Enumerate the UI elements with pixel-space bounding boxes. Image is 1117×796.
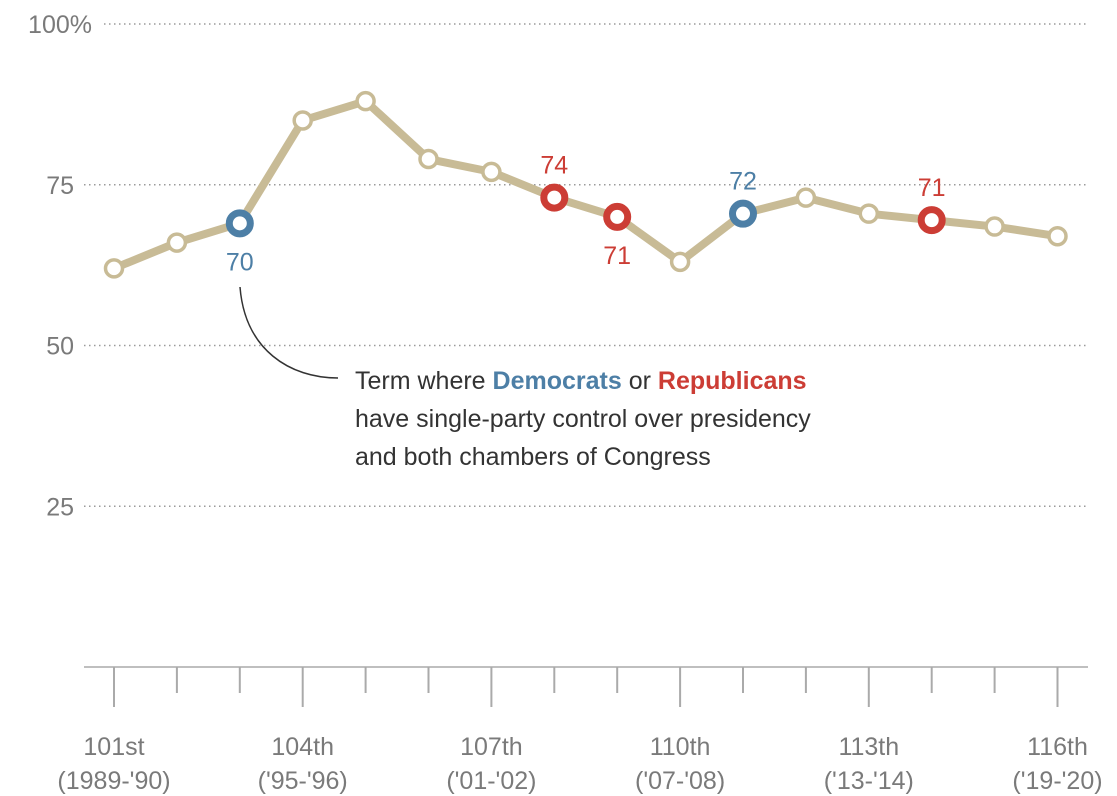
annotation-mid: or (621, 367, 658, 395)
x-tick-label: 104th (271, 733, 334, 761)
annotation-text: Term where Democrats or Republicans have… (355, 362, 975, 476)
series-polyline (110, 97, 1062, 273)
data-point (984, 216, 1005, 237)
x-tick-sublabel: ('07-'08) (635, 767, 725, 795)
x-axis: 101st (1989-'90) 104th ('95-'96) 107th ('01-'… (57, 666, 1103, 795)
annotation-line-3: and both chambers of Congress (355, 443, 711, 471)
republican-control-point (540, 183, 569, 212)
data-labels: 70 74 71 72 71 (226, 152, 946, 277)
series-line (110, 97, 1062, 273)
data-point (858, 203, 880, 224)
data-point (481, 161, 502, 183)
x-tick-label: 107th (460, 733, 523, 761)
x-tick-label: 116th (1027, 733, 1088, 761)
annotation-line-1: Term where Democrats or Republicans (355, 362, 975, 400)
y-tick-label: 25 (46, 493, 74, 521)
data-point (292, 110, 313, 131)
grid-lines (84, 23, 1088, 507)
x-tick-sublabel: ('19-'20) (1012, 767, 1102, 795)
data-label: 72 (729, 168, 757, 196)
data-point (1047, 225, 1068, 247)
data-point (795, 187, 817, 208)
x-tick-sublabel: (1989-'90) (57, 767, 170, 795)
annotation-prefix: Term where (355, 367, 493, 395)
y-tick-label: 75 (46, 172, 74, 200)
data-point (103, 258, 125, 279)
annotation-line-2: have single-party control over presidenc… (355, 405, 811, 433)
data-point (355, 90, 376, 112)
y-axis-ticks: 100% 75 50 25 (28, 11, 92, 521)
y-tick-label: 100% (28, 11, 92, 39)
data-label: 70 (226, 248, 254, 276)
republican-control-point (917, 206, 946, 235)
democrat-control-point (729, 199, 757, 228)
republicans-word: Republicans (657, 367, 807, 395)
data-label: 74 (540, 152, 568, 180)
series-points (103, 90, 1068, 279)
democrats-word: Democrats (492, 367, 622, 395)
x-tick-label: 101st (83, 733, 144, 761)
annotation-connector (239, 286, 339, 379)
data-point (166, 232, 188, 253)
data-point (418, 148, 439, 170)
x-tick-sublabel: ('95-'96) (258, 767, 348, 795)
democrat-control-point (225, 209, 254, 238)
x-tick-sublabel: ('01-'02) (446, 767, 536, 795)
data-label: 71 (918, 174, 946, 202)
y-tick-label: 50 (46, 333, 74, 361)
data-label: 71 (603, 242, 631, 270)
x-tick-sublabel: ('13-'14) (824, 767, 914, 795)
x-tick-label: 110th (650, 733, 711, 761)
data-point (669, 251, 691, 273)
x-tick-label: 113th (838, 733, 899, 761)
republican-control-point (603, 202, 632, 231)
